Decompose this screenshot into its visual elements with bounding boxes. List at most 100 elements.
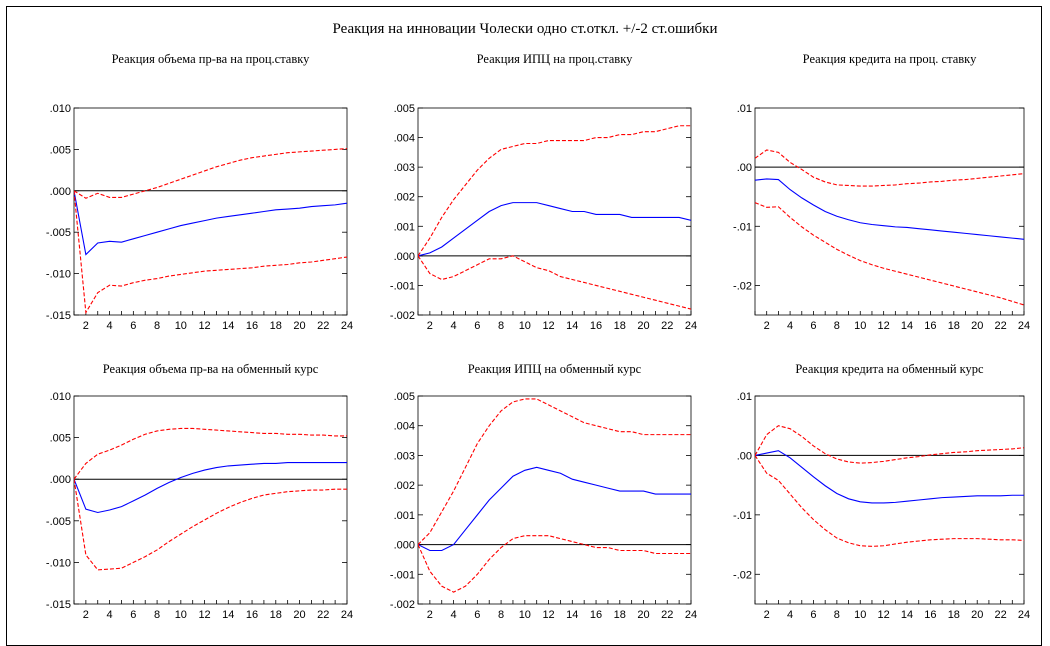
x-tick-label: 12 (198, 609, 210, 621)
y-tick-label: -.010 (46, 557, 71, 569)
series-line-response (418, 202, 691, 257)
x-tick-label: 4 (787, 609, 793, 621)
plot-frame (417, 395, 692, 605)
chart-panel-4: Реакция объема пр-ва на обменный курс -.0… (46, 362, 353, 621)
y-tick-label: .000 (394, 540, 415, 552)
x-tick-label: 10 (519, 609, 531, 621)
chart-title: Реакция кредита на обменный курс (795, 362, 984, 376)
series-line-upper (418, 125, 691, 257)
x-tick-label: 2 (83, 609, 89, 621)
x-tick-label: 12 (542, 609, 554, 621)
series-line-lower (418, 535, 691, 593)
chart-panel-1: Реакция объема пр-ва на проц.ставку -.015… (46, 52, 353, 332)
x-tick-label: 2 (764, 609, 770, 621)
x-tick-label: 18 (948, 320, 960, 332)
plot-frame (754, 395, 1025, 605)
y-tick-label: -.02 (733, 569, 752, 581)
figure-title: Реакция на инновации Чолески одно ст.отк… (332, 21, 718, 37)
series-line-response (74, 190, 347, 256)
plot-frame (73, 107, 348, 316)
y-tick-label: .000 (394, 251, 415, 263)
y-tick-label: .000 (50, 186, 71, 198)
x-tick-label: 4 (451, 609, 457, 621)
y-tick-label: .01 (737, 103, 752, 115)
x-tick-label: 20 (637, 320, 649, 332)
y-tick-label: -.01 (733, 510, 752, 522)
y-tick-label: .005 (50, 144, 71, 156)
chart-panel-2: Реакция ИПЦ на проц.ставку -.002 -.001 .000… (390, 52, 697, 332)
series-line-response (755, 450, 1024, 504)
y-tick-label: -.01 (733, 221, 752, 233)
series-line-response (418, 466, 691, 552)
y-tick-label: .001 (394, 221, 415, 233)
x-tick-label: 2 (764, 320, 770, 332)
x-tick-label: 20 (293, 320, 305, 332)
series-line-lower (74, 190, 347, 315)
x-tick-label: 6 (474, 609, 480, 621)
x-tick-label: 14 (222, 609, 234, 621)
y-tick-label: .01 (737, 391, 752, 403)
x-tick-label: 18 (948, 609, 960, 621)
y-tick-label: .003 (394, 450, 415, 462)
y-tick-label: .004 (394, 133, 415, 145)
chart-panel-6: Реакция кредита на обменный курс -.02 -.01… (733, 362, 1030, 621)
x-tick-label: 22 (661, 609, 673, 621)
series-line-lower (755, 202, 1024, 306)
x-tick-label: 18 (270, 320, 282, 332)
x-tick-label: 22 (994, 609, 1006, 621)
x-tick-label: 4 (787, 320, 793, 332)
x-tick-label: 14 (222, 320, 234, 332)
x-tick-label: 12 (878, 609, 890, 621)
y-tick-label: .010 (50, 103, 71, 115)
x-tick-label: 2 (427, 320, 433, 332)
x-tick-label: 4 (107, 320, 113, 332)
x-tick-label: 10 (854, 320, 866, 332)
plot-frame (754, 107, 1025, 316)
x-tick-label: 16 (246, 320, 258, 332)
y-tick-label: -.001 (390, 280, 415, 292)
x-tick-label: 18 (614, 320, 626, 332)
x-tick-label: 14 (901, 609, 913, 621)
y-tick-label: -.002 (390, 599, 415, 611)
y-tick-label: -.005 (46, 227, 71, 239)
y-tick-label: -.015 (46, 599, 71, 611)
x-tick-label: 8 (498, 609, 504, 621)
series-line-response (74, 462, 347, 514)
x-tick-label: 20 (637, 609, 649, 621)
x-tick-label: 4 (451, 320, 457, 332)
series-line-upper (755, 425, 1024, 464)
x-tick-label: 12 (542, 320, 554, 332)
x-tick-label: 10 (175, 320, 187, 332)
x-tick-label: 24 (1018, 609, 1030, 621)
x-tick-label: 22 (661, 320, 673, 332)
x-tick-label: 20 (971, 609, 983, 621)
x-tick-label: 2 (427, 609, 433, 621)
x-tick-label: 14 (566, 609, 578, 621)
chart-title: Реакция кредита на проц. ставку (803, 52, 977, 66)
x-tick-label: 10 (519, 320, 531, 332)
x-tick-label: 8 (154, 609, 160, 621)
y-tick-label: .000 (50, 474, 71, 486)
y-tick-label: .005 (394, 391, 415, 403)
chart-title: Реакция ИПЦ на проц.ставку (477, 52, 633, 66)
x-tick-label: 20 (293, 609, 305, 621)
x-tick-label: 22 (317, 609, 329, 621)
y-tick-label: -.002 (390, 310, 415, 322)
series-line-upper (74, 427, 347, 480)
y-tick-label: -.001 (390, 569, 415, 581)
y-tick-label: .002 (394, 480, 415, 492)
x-tick-label: 8 (834, 320, 840, 332)
x-tick-label: 6 (810, 609, 816, 621)
x-tick-label: 18 (614, 609, 626, 621)
series-line-upper (418, 398, 691, 545)
x-tick-label: 22 (994, 320, 1006, 332)
x-tick-label: 18 (270, 609, 282, 621)
x-tick-label: 16 (924, 609, 936, 621)
x-tick-label: 14 (901, 320, 913, 332)
x-tick-label: 24 (1018, 320, 1030, 332)
x-tick-label: 24 (341, 609, 353, 621)
series-line-lower (74, 479, 347, 571)
chart-title: Реакция объема пр-ва на проц.ставку (112, 52, 311, 66)
x-tick-label: 12 (878, 320, 890, 332)
